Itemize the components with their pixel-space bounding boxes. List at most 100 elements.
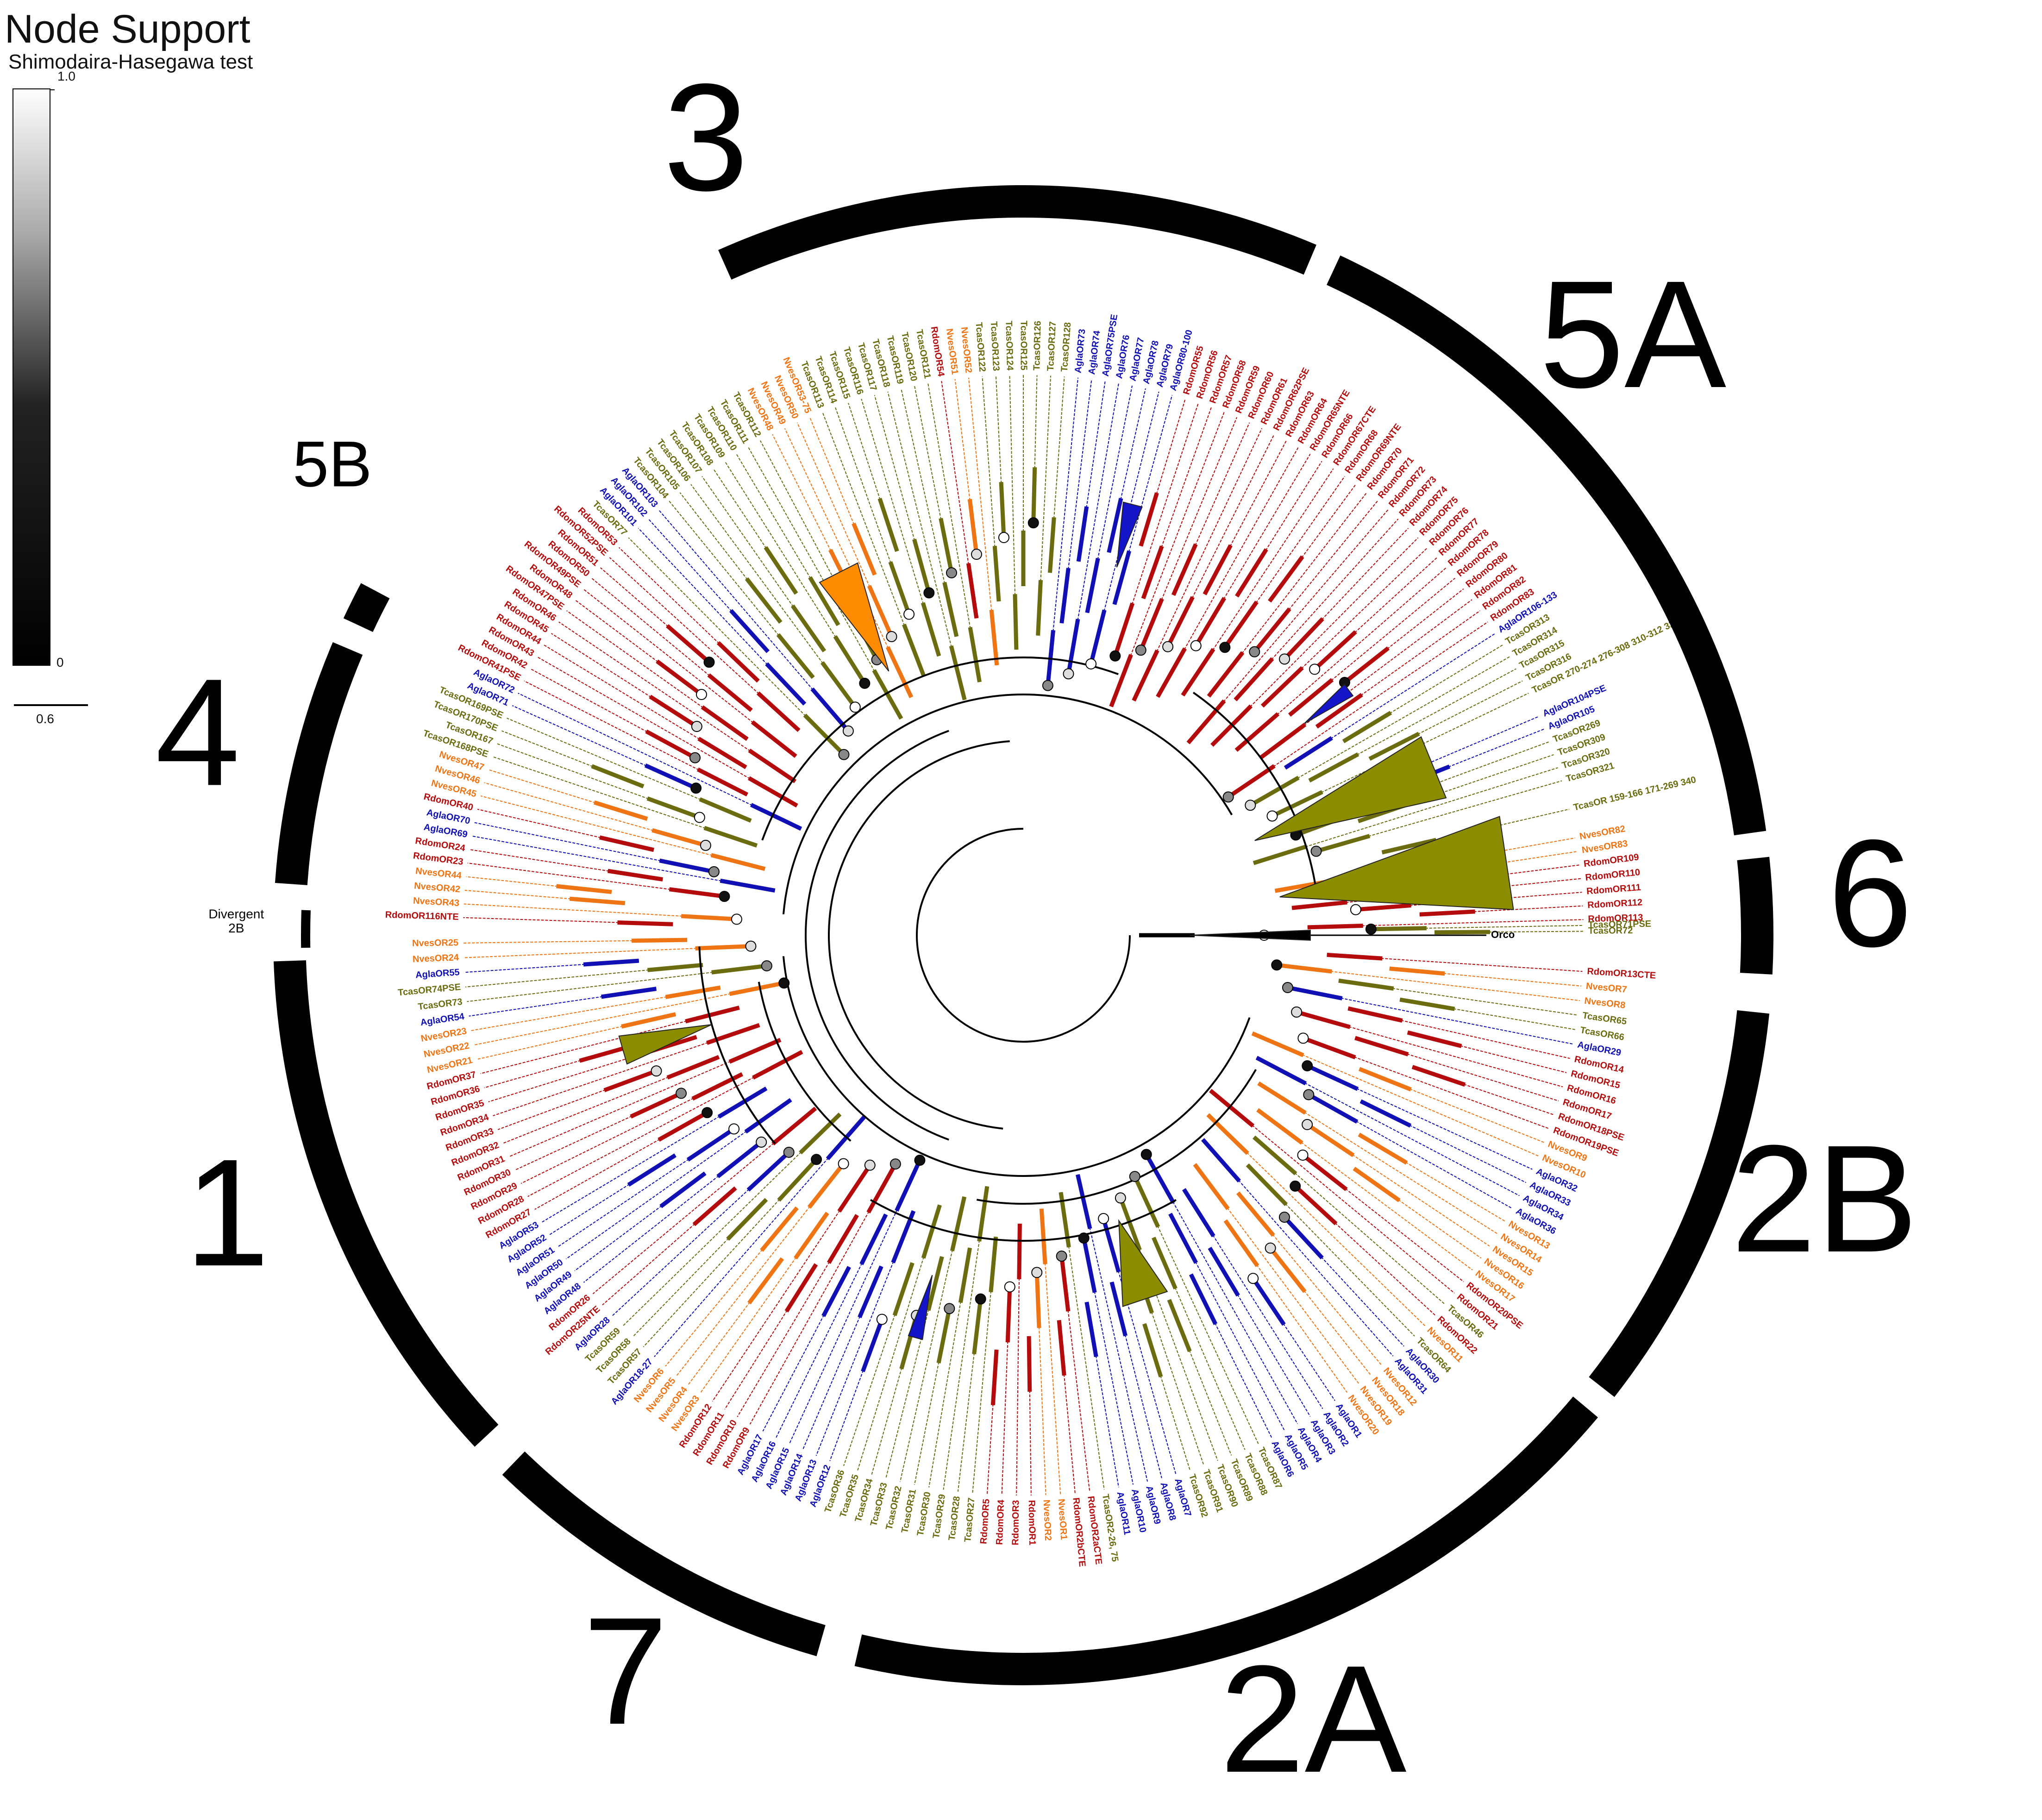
leaf-stem-aglaor16 <box>859 1213 888 1265</box>
leaf-stem-nvesor15 <box>1306 1123 1355 1157</box>
clade-arcs <box>273 185 1773 1685</box>
leaf-label-tcasor73: TcasOR73 <box>418 997 463 1012</box>
leaf-branch-nvesor53-75 <box>809 417 876 575</box>
leaf-stem-nvesor17 <box>1256 1108 1303 1145</box>
node-support-marker <box>1249 646 1260 657</box>
leaf-label-tcasor30: TcasOR30 <box>915 1491 933 1537</box>
node-support-marker <box>778 977 790 989</box>
leaf-label-nvesor83: NvesOR83 <box>1581 838 1629 856</box>
leaf-branch-rdomor51 <box>600 567 710 663</box>
leaf-stem-rdomor44 <box>697 737 747 769</box>
collapsed-clade-tcas-6 <box>618 1024 712 1065</box>
leaf-stem-rdomor56 <box>1113 602 1135 657</box>
leaf-stem-tcasor-159-166-171-269-340 <box>1381 838 1437 855</box>
leaf-stem-aglaor15 <box>895 1159 922 1212</box>
leaf-stem-nvesor18 <box>1269 1246 1307 1293</box>
leaf-label-tcasor122: TcasOR122 <box>974 322 988 372</box>
node-support-marker <box>998 532 1009 544</box>
backbone-arc-2 <box>804 730 949 1141</box>
leaf-stem-nvesor16 <box>1353 1167 1401 1202</box>
node-support-marker <box>1004 1281 1015 1293</box>
node-support-legend: Node Support Shimodaira-Hasegawa test 1.… <box>5 7 253 726</box>
node-support-marker <box>1350 904 1361 915</box>
node-support-marker <box>703 657 715 668</box>
leaf-branch-aglaor5 <box>1170 1213 1285 1431</box>
leaf-stem-tcasor66 <box>1399 997 1455 1011</box>
leaf-stem-rdomor65nte <box>1194 597 1227 647</box>
leaf-label-aglaor55: AglaOR55 <box>415 967 460 980</box>
leaf-label-rdomor1: RdomOR1 <box>1027 1500 1037 1545</box>
leaf-stem-tcasor128 <box>1048 517 1056 573</box>
leaf-stem-tcasor46 <box>1253 1135 1297 1176</box>
leaf-label-tcasor27: TcasOR27 <box>963 1497 977 1543</box>
leaf-stem-aglaor106-133 <box>1284 736 1333 770</box>
leaf-branch-aglaor78 <box>1108 388 1146 553</box>
leaf-branch-rdomor11 <box>724 1264 817 1410</box>
node-support-marker <box>1290 1180 1301 1192</box>
leaf-stem-nvesor3 <box>794 1212 829 1260</box>
leaf-label-tcasor29: TcasOR29 <box>931 1494 948 1539</box>
leaf-stem-tcasor170pse <box>591 764 645 788</box>
node-support-marker <box>651 1065 662 1077</box>
leaf-stem-aglaor70 <box>659 858 714 874</box>
leaf-stem-tcasor35 <box>921 1204 942 1259</box>
leaf-stem-rdomor26 <box>771 1107 817 1146</box>
node-support-marker <box>876 1313 888 1325</box>
collapsed-clade-tcas-1 <box>1254 736 1447 841</box>
backbone-arc-1 <box>827 740 1010 1130</box>
leaf-stem-rdomor9 <box>866 1163 897 1214</box>
leaf-stem-rdomor79 <box>1288 678 1334 717</box>
leaf-stem-tcasor73 <box>711 963 767 975</box>
leaf-stem-tcasor107 <box>790 604 827 653</box>
node-support-marker <box>889 1158 901 1170</box>
leaf-stem-tcasor117 <box>912 538 931 594</box>
node-support-marker <box>1297 1149 1309 1161</box>
clade-labels: 3 5A 6 2B 2A 7 1 Divergent 2B 4 5B <box>155 51 1918 1804</box>
leaf-label-orco: Orco <box>1491 929 1515 940</box>
leaf-label-tcasor124: TcasOR124 <box>1003 321 1015 371</box>
leaf-stem-rdomor57 <box>1141 545 1164 600</box>
leaf-stem-rdomor73 <box>1234 657 1274 701</box>
leaf-stem-tcasor32 <box>950 1196 967 1251</box>
backbone-arc-8 <box>1192 692 1316 884</box>
leaf-label-aglaor11: AglaOR11 <box>1115 1491 1133 1536</box>
leaf-stem-nvesor19 <box>1193 1163 1230 1210</box>
leaf-stem-rdomor70 <box>1207 651 1245 698</box>
leaf-label-nvesor25: NvesOR25 <box>412 938 458 948</box>
leaf-branch-aglaor34 <box>1256 1057 1520 1196</box>
leaf-branch-rdomor69nte <box>1269 484 1356 602</box>
node-support-marker <box>1282 982 1293 994</box>
node-support-marker <box>690 782 702 794</box>
leaf-stem-rdomor52pse <box>756 691 801 732</box>
leaf-stem-aglaor54 <box>601 987 657 999</box>
leaf-stem-aglaor14 <box>858 1265 883 1319</box>
backbone-arc-6 <box>758 982 852 1142</box>
scale-min-label: 0 <box>56 655 64 669</box>
leaf-label-rdomor109: RdomOR109 <box>1583 852 1640 869</box>
leaf-stem-rdomor54 <box>966 563 979 619</box>
leaf-branch-rdomor35 <box>488 1036 697 1102</box>
leaf-label-rdomor13cte: RdomOR13CTE <box>1587 966 1656 981</box>
leaf-stem-rdomor81 <box>1259 723 1307 760</box>
leaf-branch-tcasor30 <box>928 1248 971 1488</box>
leaf-stem-tcasor31 <box>936 1308 952 1363</box>
leaf-branch-tcasor128 <box>1049 376 1065 573</box>
leaf-branch-tcasor32 <box>900 1196 965 1482</box>
leaf-stem-rdomor30 <box>630 1091 682 1119</box>
leaf-stem-tcasor27 <box>989 1236 998 1293</box>
leaf-stem-rdomor17 <box>1354 1036 1409 1057</box>
leaf-stem-rdomor40 <box>599 835 655 852</box>
leaf-stem-tcasor124 <box>1013 594 1019 650</box>
leaf-stem-tcasor113 <box>902 624 926 677</box>
leaf-label-rdomor113: RdomOR113 <box>1588 913 1643 924</box>
leaf-stem-nvesor7 <box>1389 966 1445 976</box>
leaf-label-rdomor2acte: RdomOR2aCTE <box>1085 1495 1103 1565</box>
leaf-stem-tcasor115 <box>877 498 899 552</box>
leaf-stem-aglaor48 <box>716 1140 763 1178</box>
leaf-stem-aglaor55 <box>583 958 639 967</box>
leaf-stem-nvesor20 <box>1223 1219 1259 1267</box>
node-support-marker <box>691 721 702 732</box>
leaf-stem-rdomor113 <box>1307 924 1363 930</box>
leaf-branch-tcasor118 <box>887 391 965 700</box>
leaf-branch-rdomor71 <box>1254 500 1378 652</box>
